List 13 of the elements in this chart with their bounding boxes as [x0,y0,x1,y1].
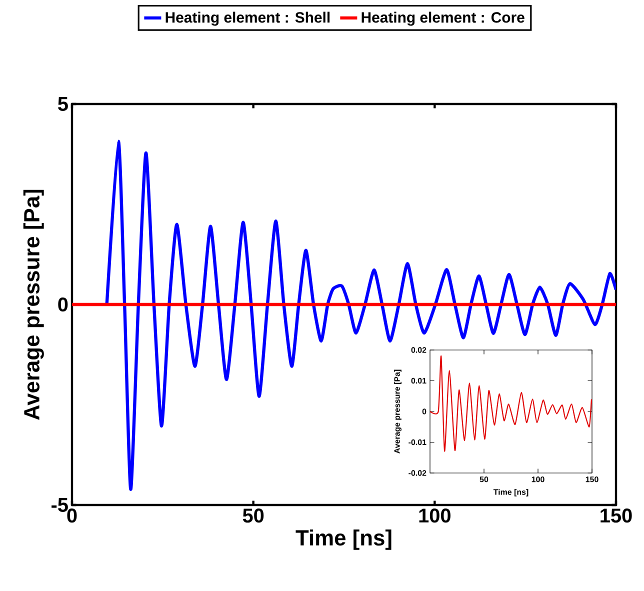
x-tick-label: 50 [242,508,264,523]
legend-label: Heating element : Shell [166,12,330,26]
y-axis-title: Average pressure [Pa] [23,190,44,420]
y-tick-label: -5 [52,498,68,512]
line-series [105,140,616,491]
line-series [430,356,592,452]
x-axis-title: Time [ns] [296,529,392,550]
y-tick-label: 5 [58,97,68,111]
x-tick-label: 100 [419,508,450,523]
x-tick-label: 150 [600,508,632,523]
y-tick-label: 0 [58,297,68,312]
x-tick-label: 0 [67,508,77,523]
legend-label: Heating element : Core [362,12,524,26]
